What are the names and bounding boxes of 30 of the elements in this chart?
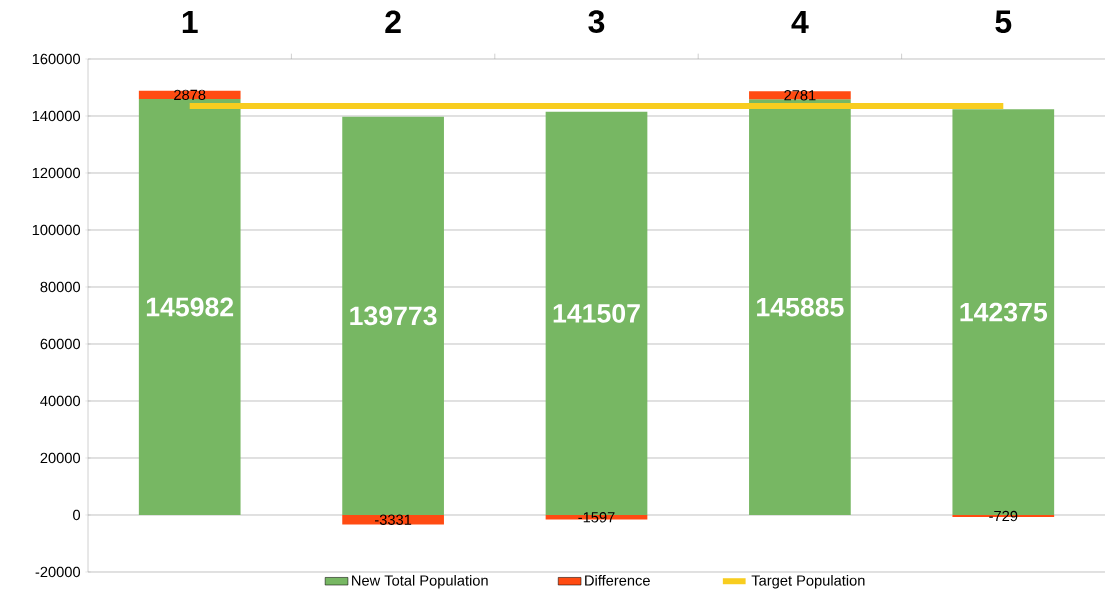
bar xyxy=(749,91,851,100)
data-label: 145982 xyxy=(146,297,234,317)
y-tick-label: 100000 xyxy=(32,224,81,236)
y-tick-label: 80000 xyxy=(40,281,81,293)
legend-label: New Total Population xyxy=(352,574,488,589)
data-label: 145885 xyxy=(757,297,844,317)
x-tick-label: 4 xyxy=(791,10,809,33)
bar xyxy=(749,99,851,515)
y-tick-label: 20000 xyxy=(40,452,81,464)
bar xyxy=(138,98,241,515)
legend-label: Target Population xyxy=(751,574,865,589)
data-label: -3331 xyxy=(375,514,412,525)
x-tick-label: 3 xyxy=(588,10,605,33)
x-tick-label: 5 xyxy=(995,10,1012,33)
data-label: 139773 xyxy=(350,306,437,326)
bar xyxy=(342,116,444,515)
y-tick-label: 160000 xyxy=(32,53,81,65)
data-label: 142375 xyxy=(960,302,1048,322)
y-tick-label: 60000 xyxy=(40,338,81,350)
y-tick-label: 40000 xyxy=(40,395,81,407)
x-tick-label: 1 xyxy=(182,10,198,33)
data-label: 2878 xyxy=(174,89,206,101)
legend-label: Difference xyxy=(585,574,650,586)
y-tick-label: -20000 xyxy=(35,566,81,578)
data-label: 2781 xyxy=(784,90,816,101)
x-tick-label: 2 xyxy=(385,10,401,33)
y-tick-label: 120000 xyxy=(32,167,81,179)
data-label: 141507 xyxy=(553,303,640,323)
y-tick-label: 140000 xyxy=(32,110,81,122)
y-tick-label: 0 xyxy=(73,509,81,521)
